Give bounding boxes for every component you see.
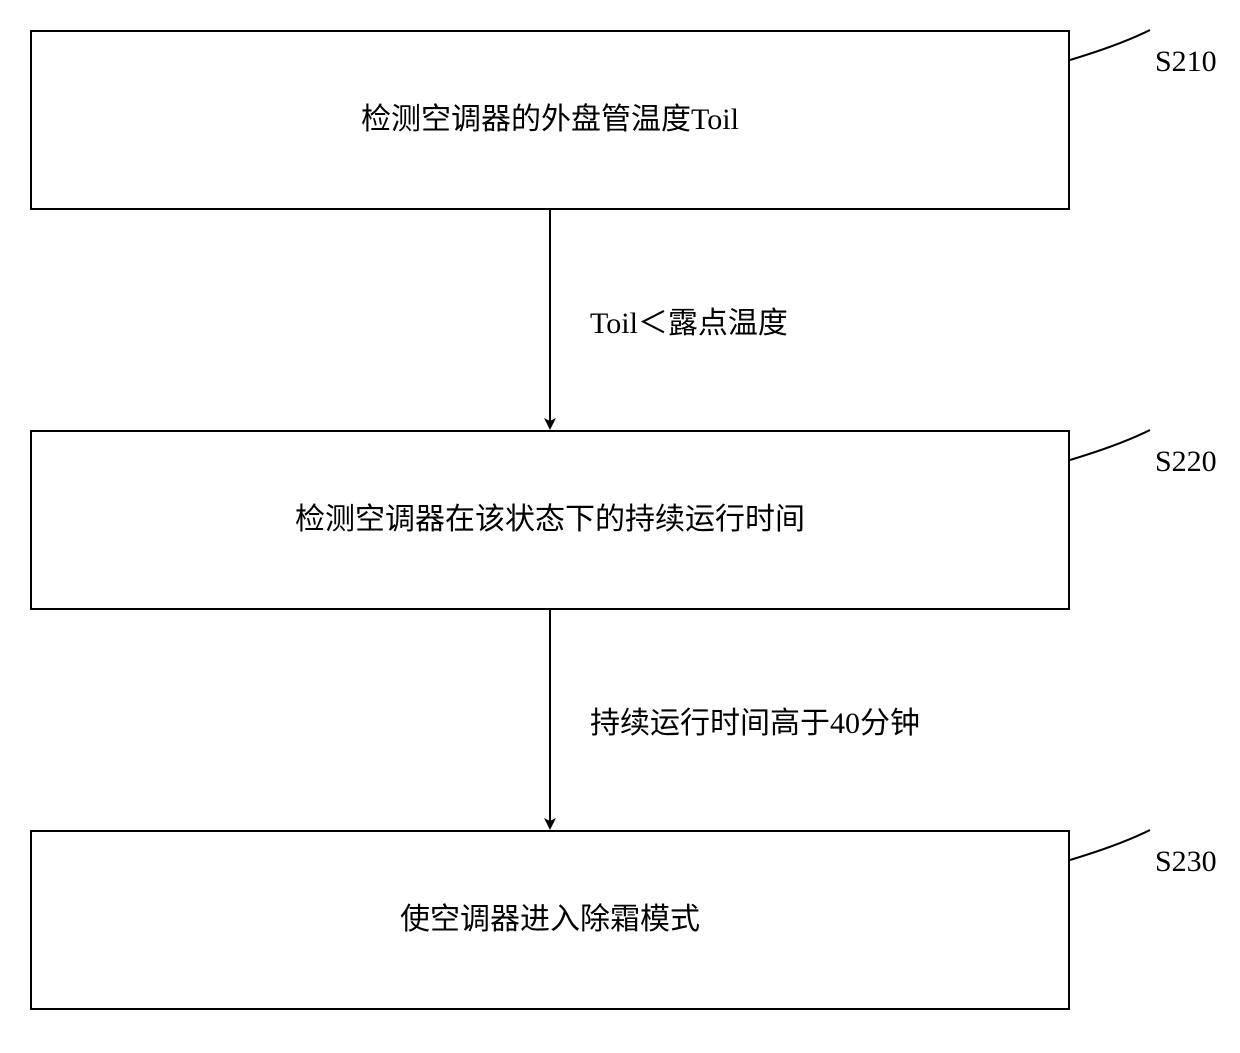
leader-line: [1070, 830, 1150, 860]
flow-node-label: 检测空调器的外盘管温度Toil: [361, 102, 739, 138]
leader-line: [1070, 30, 1150, 60]
flow-node: 检测空调器在该状态下的持续运行时间: [30, 430, 1070, 610]
flow-node: 使空调器进入除霜模式: [30, 830, 1070, 1010]
step-label: S220: [1155, 445, 1217, 479]
edge-label: 持续运行时间高于40分钟: [590, 698, 920, 742]
flow-node-label: 使空调器进入除霜模式: [400, 902, 700, 938]
edge-label: Toil＜露点温度: [590, 298, 788, 342]
flow-node-label: 检测空调器在该状态下的持续运行时间: [295, 502, 805, 538]
flow-node: 检测空调器的外盘管温度Toil: [30, 30, 1070, 210]
flowchart-canvas: 检测空调器的外盘管温度Toil 检测空调器在该状态下的持续运行时间 使空调器进入…: [0, 0, 1240, 1053]
step-label: S230: [1155, 845, 1217, 879]
step-label: S210: [1155, 45, 1217, 79]
leader-line: [1070, 430, 1150, 460]
